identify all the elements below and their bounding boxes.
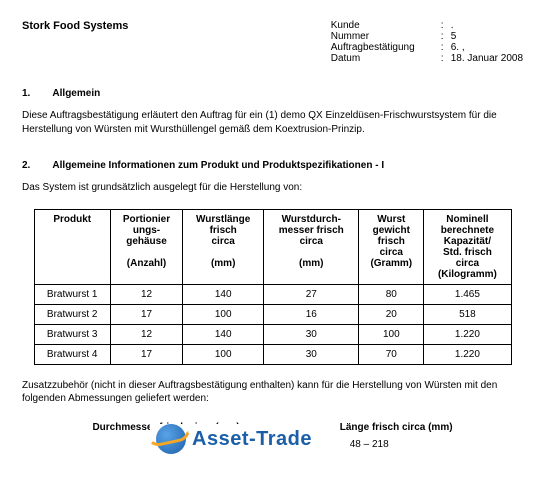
- table-cell: 27: [264, 284, 359, 304]
- meta-value: 18. Januar 2008: [451, 53, 523, 64]
- th-kapazitaet: NominellberechneteKapazität/Std. frischc…: [424, 209, 511, 284]
- th-portionier: Portionierungs-gehäuse(Anzahl): [110, 209, 182, 284]
- meta-label: Datum: [331, 53, 441, 64]
- section-1-heading: 1. Allgemein: [22, 88, 523, 99]
- table-cell: 100: [183, 304, 264, 324]
- meta-value: .: [451, 20, 454, 31]
- table-cell: 80: [359, 284, 424, 304]
- meta-row: Nummer : 5: [331, 31, 523, 42]
- table-cell: 30: [264, 324, 359, 344]
- table-cell: Bratwurst 1: [34, 284, 110, 304]
- section-title: Allgemeine Informationen zum Produkt und…: [52, 160, 384, 171]
- table-cell: Bratwurst 4: [34, 344, 110, 364]
- table-cell: 12: [110, 324, 182, 344]
- meta-colon: :: [441, 42, 451, 53]
- meta-colon: :: [441, 20, 451, 31]
- table-row: Bratwurst 41710030701.220: [34, 344, 511, 364]
- table-cell: 20: [359, 304, 424, 324]
- table-cell: 17: [110, 344, 182, 364]
- meta-label: Nummer: [331, 31, 441, 42]
- table-row: Bratwurst 11214027801.465: [34, 284, 511, 304]
- watermark-text: Asset-Trade: [192, 428, 312, 451]
- meta-colon: :: [441, 53, 451, 64]
- table-cell: 140: [183, 284, 264, 304]
- section-number: 1.: [22, 88, 50, 99]
- section-2-heading: 2. Allgemeine Informationen zum Produkt …: [22, 160, 523, 171]
- footer-col2: Länge frisch circa (mm): [340, 422, 453, 433]
- th-produkt: Produkt: [34, 209, 110, 284]
- meta-row: Kunde : .: [331, 20, 523, 31]
- table-row: Bratwurst 2171001620518: [34, 304, 511, 324]
- meta-row: Auftragbestätigung : 6. ,: [331, 42, 523, 53]
- paragraph-3: Zusatzzubehör (nicht in dieser Auftragsb…: [22, 379, 523, 406]
- table-cell: 16: [264, 304, 359, 324]
- meta-value: 6. ,: [451, 42, 465, 53]
- table-header-row: Produkt Portionierungs-gehäuse(Anzahl) W…: [34, 209, 511, 284]
- section-number: 2.: [22, 160, 50, 171]
- table-cell: 30: [264, 344, 359, 364]
- paragraph-2: Das System ist grundsätzlich ausgelegt f…: [22, 181, 523, 195]
- table-cell: 17: [110, 304, 182, 324]
- document-header: Stork Food Systems Kunde : . Nummer : 5 …: [22, 20, 523, 64]
- th-wurstlaenge: Wurstlängefrischcirca(mm): [183, 209, 264, 284]
- table-cell: 100: [359, 324, 424, 344]
- meta-row: Datum : 18. Januar 2008: [331, 53, 523, 64]
- paragraph-1: Diese Auftragsbestätigung erläutert den …: [22, 109, 523, 136]
- meta-block: Kunde : . Nummer : 5 Auftragbestätigung …: [331, 20, 523, 64]
- table-cell: 1.465: [424, 284, 511, 304]
- spec-table: Produkt Portionierungs-gehäuse(Anzahl) W…: [34, 209, 512, 365]
- table-cell: Bratwurst 2: [34, 304, 110, 324]
- meta-label: Kunde: [331, 20, 441, 31]
- table-cell: Bratwurst 3: [34, 324, 110, 344]
- table-cell: 1.220: [424, 344, 511, 364]
- table-cell: 1.220: [424, 324, 511, 344]
- table-cell: 100: [183, 344, 264, 364]
- table-cell: 70: [359, 344, 424, 364]
- table-row: Bratwurst 312140301001.220: [34, 324, 511, 344]
- table-cell: 140: [183, 324, 264, 344]
- th-durchmesser: Wurstdurch-messer frischcirca(mm): [264, 209, 359, 284]
- meta-value: 5: [451, 31, 457, 42]
- footer-range2: 48 – 218: [350, 439, 389, 450]
- table-cell: 518: [424, 304, 511, 324]
- meta-label: Auftragbestätigung: [331, 42, 441, 53]
- watermark-logo: Asset-Trade: [150, 424, 318, 454]
- globe-icon: [156, 424, 186, 454]
- meta-colon: :: [441, 31, 451, 42]
- company-name: Stork Food Systems: [22, 20, 128, 64]
- section-title: Allgemein: [52, 88, 100, 99]
- table-cell: 12: [110, 284, 182, 304]
- th-gewicht: Wurstgewichtfrischcirca(Gramm): [359, 209, 424, 284]
